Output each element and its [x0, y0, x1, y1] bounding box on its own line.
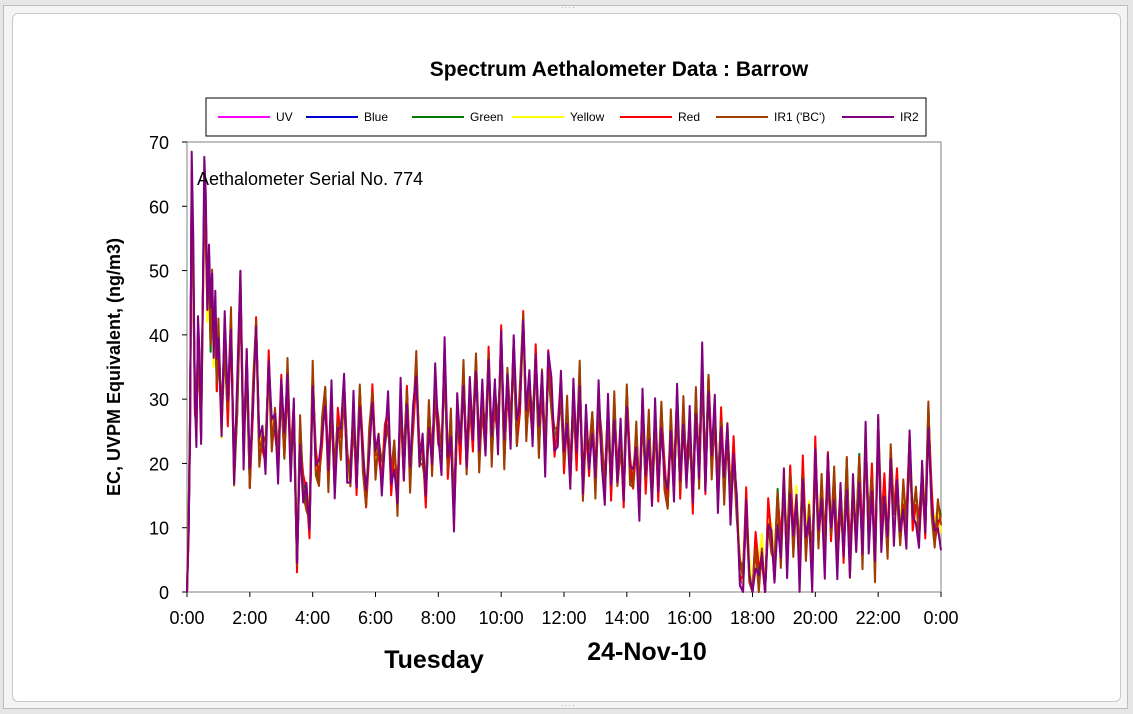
x-tick-label: 0:00 — [169, 608, 204, 628]
x-tick-label: 12:00 — [541, 608, 586, 628]
y-tick-label: 50 — [149, 262, 169, 282]
y-tick-label: 30 — [149, 390, 169, 410]
legend-label: IR1 ('BC') — [774, 110, 825, 124]
x-tick-label: 14:00 — [604, 608, 649, 628]
x-axis: 0:00 2:00 4:00 6:00 8:00 10:00 12:00 14:00 16:00… — [169, 592, 959, 628]
legend: UV Blue Green Yellow Red IR1 ('BC') IR2 — [218, 110, 919, 124]
x-tick-label: 8:00 — [421, 608, 456, 628]
y-axis: 0 10 20 30 40 50 60 70 — [149, 133, 187, 603]
y-tick-label: 60 — [149, 197, 169, 217]
resize-handle-top[interactable]: ···· — [561, 3, 576, 12]
legend-label: Blue — [364, 110, 388, 124]
legend-label: UV — [276, 110, 293, 124]
legend-label: IR2 — [900, 110, 919, 124]
x-tick-label: 4:00 — [295, 608, 330, 628]
day-label: Tuesday — [384, 646, 484, 674]
x-tick-label: 22:00 — [856, 608, 901, 628]
y-tick-label: 40 — [149, 326, 169, 346]
plot-area — [186, 141, 942, 593]
x-tick-label: 6:00 — [358, 608, 393, 628]
chart-annotation: Aethalometer Serial No. 774 — [197, 169, 423, 189]
series-lines — [186, 150, 942, 593]
y-tick-label: 0 — [159, 583, 169, 603]
resize-handle-bottom[interactable]: ···· — [561, 701, 576, 710]
y-axis-label: EC, UVPM Equivalent, (ng/m3) — [104, 238, 124, 496]
chart-title: Spectrum Aethalometer Data : Barrow — [430, 58, 809, 81]
y-tick-label: 10 — [149, 519, 169, 539]
x-tick-label: 20:00 — [793, 608, 838, 628]
legend-label: Yellow — [570, 110, 605, 124]
x-tick-label: 16:00 — [667, 608, 712, 628]
date-label: 24-Nov-10 — [587, 638, 707, 666]
x-tick-label: 18:00 — [730, 608, 775, 628]
y-tick-label: 70 — [149, 133, 169, 153]
x-tick-label: 2:00 — [232, 608, 267, 628]
x-tick-label: 0:00 — [923, 608, 958, 628]
legend-label: Red — [678, 110, 700, 124]
y-tick-label: 20 — [149, 454, 169, 474]
series-line — [186, 150, 942, 593]
legend-label: Green — [470, 110, 503, 124]
x-tick-label: 10:00 — [479, 608, 524, 628]
